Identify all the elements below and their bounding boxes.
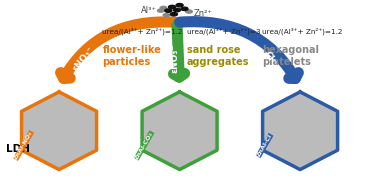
Text: flower-like
particles: flower-like particles (102, 45, 161, 67)
Circle shape (158, 9, 164, 12)
Polygon shape (263, 92, 338, 170)
Circle shape (174, 8, 180, 12)
Text: sand rose
aggregates: sand rose aggregates (187, 45, 249, 67)
Circle shape (186, 10, 192, 13)
Text: urea/(Al³⁺+ Zn²⁺)=1.2: urea/(Al³⁺+ Zn²⁺)=1.2 (102, 28, 183, 35)
Polygon shape (22, 92, 96, 170)
Text: hexagonal
platelets: hexagonal platelets (262, 45, 319, 67)
Polygon shape (142, 92, 217, 170)
Text: ZnAl-NO₃: ZnAl-NO₃ (13, 130, 34, 161)
Circle shape (163, 14, 170, 17)
Circle shape (181, 7, 188, 11)
Text: Al³⁺: Al³⁺ (141, 6, 157, 15)
Circle shape (169, 5, 175, 9)
Circle shape (165, 9, 172, 12)
Text: Zn²⁺: Zn²⁺ (194, 9, 212, 18)
Circle shape (176, 3, 183, 7)
Text: LDH: LDH (6, 144, 30, 154)
Text: urea/(Al³⁺+ Zn²⁺)=3: urea/(Al³⁺+ Zn²⁺)=3 (187, 28, 261, 35)
Text: ZnAl-CO₃: ZnAl-CO₃ (134, 131, 154, 160)
Circle shape (170, 13, 177, 16)
Circle shape (160, 6, 167, 9)
Text: Cl⁻: Cl⁻ (262, 50, 278, 67)
Text: εNO₃⁻: εNO₃⁻ (71, 44, 96, 73)
Text: ZnAl-Cl: ZnAl-Cl (256, 133, 273, 158)
Text: urea/(Al³⁺+ Zn²⁺)=1.2: urea/(Al³⁺+ Zn²⁺)=1.2 (262, 28, 343, 35)
Text: εNO₃⁻: εNO₃⁻ (170, 44, 179, 73)
